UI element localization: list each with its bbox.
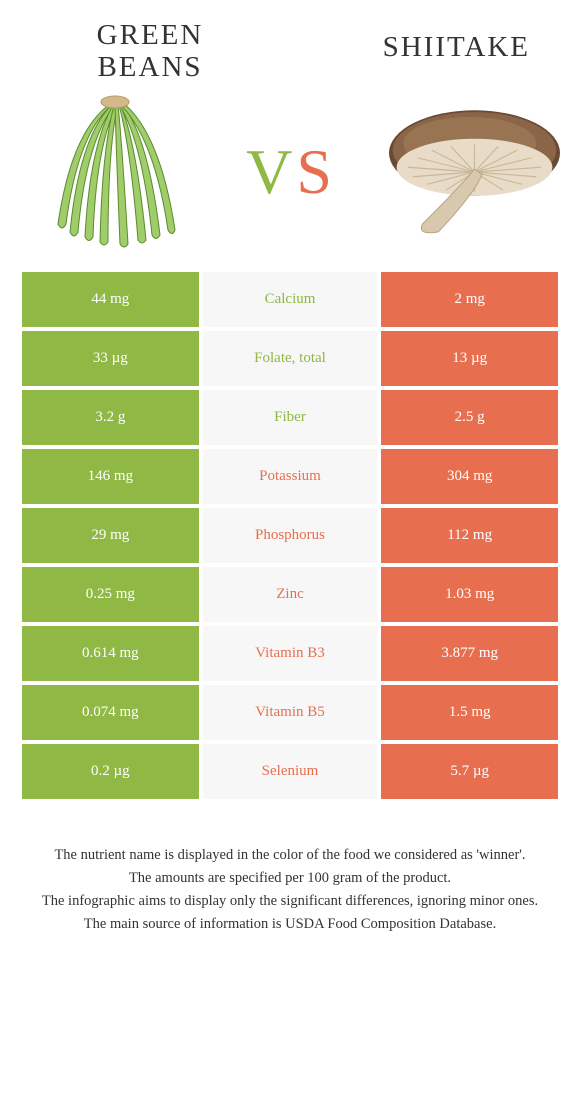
footnote-line: The nutrient name is displayed in the co…: [20, 845, 560, 866]
table-row: 0.2 µgSelenium5.7 µg: [22, 744, 558, 799]
nutrient-label-cell: Calcium: [203, 272, 378, 327]
left-value-cell: 33 µg: [22, 331, 199, 386]
left-value-cell: 3.2 g: [22, 390, 199, 445]
nutrient-label-cell: Phosphorus: [203, 508, 378, 563]
footnote-line: The infographic aims to display only the…: [20, 891, 560, 912]
right-value-cell: 1.03 mg: [381, 567, 558, 622]
comparison-table: 44 mgCalcium2 mg33 µgFolate, total13 µg3…: [22, 272, 558, 799]
right-value-cell: 2.5 g: [381, 390, 558, 445]
right-value-cell: 112 mg: [381, 508, 558, 563]
nutrient-label-cell: Vitamin B3: [203, 626, 378, 681]
left-food-title: GREEN BEANS: [50, 20, 250, 84]
table-row: 0.614 mgVitamin B33.877 mg: [22, 626, 558, 681]
left-value-cell: 0.074 mg: [22, 685, 199, 740]
table-row: 0.25 mgZinc1.03 mg: [22, 567, 558, 622]
green-beans-icon: [20, 92, 210, 252]
right-value-cell: 1.5 mg: [381, 685, 558, 740]
right-value-cell: 5.7 µg: [381, 744, 558, 799]
shiitake-icon: [370, 92, 560, 252]
footnote-line: The main source of information is USDA F…: [20, 914, 560, 935]
right-value-cell: 2 mg: [381, 272, 558, 327]
left-value-cell: 44 mg: [22, 272, 199, 327]
nutrient-label-cell: Vitamin B5: [203, 685, 378, 740]
table-row: 29 mgPhosphorus112 mg: [22, 508, 558, 563]
nutrient-label-cell: Folate, total: [203, 331, 378, 386]
right-value-cell: 3.877 mg: [381, 626, 558, 681]
vs-s: S: [296, 135, 334, 209]
right-value-cell: 304 mg: [381, 449, 558, 504]
vs-v: V: [246, 135, 294, 209]
nutrient-label-cell: Zinc: [203, 567, 378, 622]
table-row: 3.2 gFiber2.5 g: [22, 390, 558, 445]
right-value-cell: 13 µg: [381, 331, 558, 386]
vs-label: VS: [246, 135, 334, 209]
table-row: 44 mgCalcium2 mg: [22, 272, 558, 327]
nutrient-label-cell: Selenium: [203, 744, 378, 799]
header: GREEN BEANS SHIITAKE: [0, 0, 580, 84]
left-value-cell: 29 mg: [22, 508, 199, 563]
table-row: 0.074 mgVitamin B51.5 mg: [22, 685, 558, 740]
left-value-cell: 0.614 mg: [22, 626, 199, 681]
footnote-line: The amounts are specified per 100 gram o…: [20, 868, 560, 889]
footnotes: The nutrient name is displayed in the co…: [20, 845, 560, 935]
right-food-title: SHIITAKE: [330, 20, 530, 64]
nutrient-label-cell: Potassium: [203, 449, 378, 504]
left-value-cell: 0.25 mg: [22, 567, 199, 622]
images-row: VS: [0, 84, 580, 264]
left-value-cell: 0.2 µg: [22, 744, 199, 799]
left-value-cell: 146 mg: [22, 449, 199, 504]
nutrient-label-cell: Fiber: [203, 390, 378, 445]
table-row: 33 µgFolate, total13 µg: [22, 331, 558, 386]
table-row: 146 mgPotassium304 mg: [22, 449, 558, 504]
